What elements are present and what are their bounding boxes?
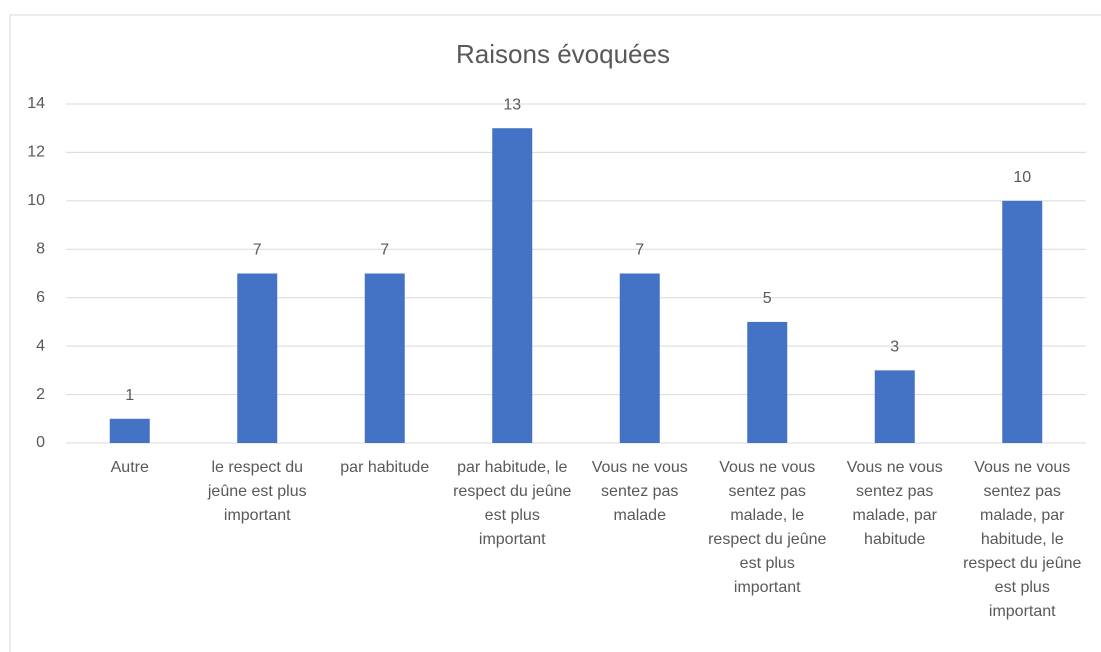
bar <box>492 128 533 443</box>
bar <box>109 418 150 443</box>
bar <box>619 273 660 443</box>
x-tick-label: par habitude <box>340 459 430 476</box>
y-tick-label: 12 <box>27 144 45 161</box>
chart-title: Raisons évoquées <box>456 39 670 69</box>
y-tick-label: 10 <box>27 192 45 209</box>
data-label: 10 <box>1013 169 1031 186</box>
bar <box>874 370 915 443</box>
data-label: 1 <box>125 387 134 404</box>
x-tick-label: Vous ne vous sentez pas malade, le respe… <box>708 459 827 596</box>
x-tick-label: le respect du jeûne est plus important <box>207 459 307 524</box>
x-tick-label: par habitude, le respect du jeûne est pl… <box>453 459 572 548</box>
data-label: 7 <box>635 242 644 259</box>
y-tick-label: 6 <box>36 289 45 306</box>
y-tick-label: 0 <box>36 434 45 451</box>
data-label: 7 <box>380 242 389 259</box>
bar <box>237 273 278 443</box>
y-tick-label: 14 <box>27 95 45 112</box>
data-label: 7 <box>253 242 262 259</box>
data-label: 5 <box>763 290 772 307</box>
bar <box>747 321 788 443</box>
y-tick-label: 4 <box>36 337 45 354</box>
chart-frame <box>9 14 1101 652</box>
data-label: 13 <box>503 96 521 113</box>
x-tick-label: Vous ne vous sentez pas malade <box>591 459 688 524</box>
x-tick-label: Autre <box>110 459 149 476</box>
data-label: 3 <box>890 339 899 356</box>
x-tick-label: Vous ne vous sentez pas malade, par habi… <box>963 459 1082 620</box>
bar <box>364 273 405 443</box>
y-tick-label: 8 <box>36 241 45 258</box>
bar <box>1002 200 1043 443</box>
x-tick-label: Vous ne vous sentez pas malade, par habi… <box>846 459 943 548</box>
y-tick-label: 2 <box>36 386 45 403</box>
